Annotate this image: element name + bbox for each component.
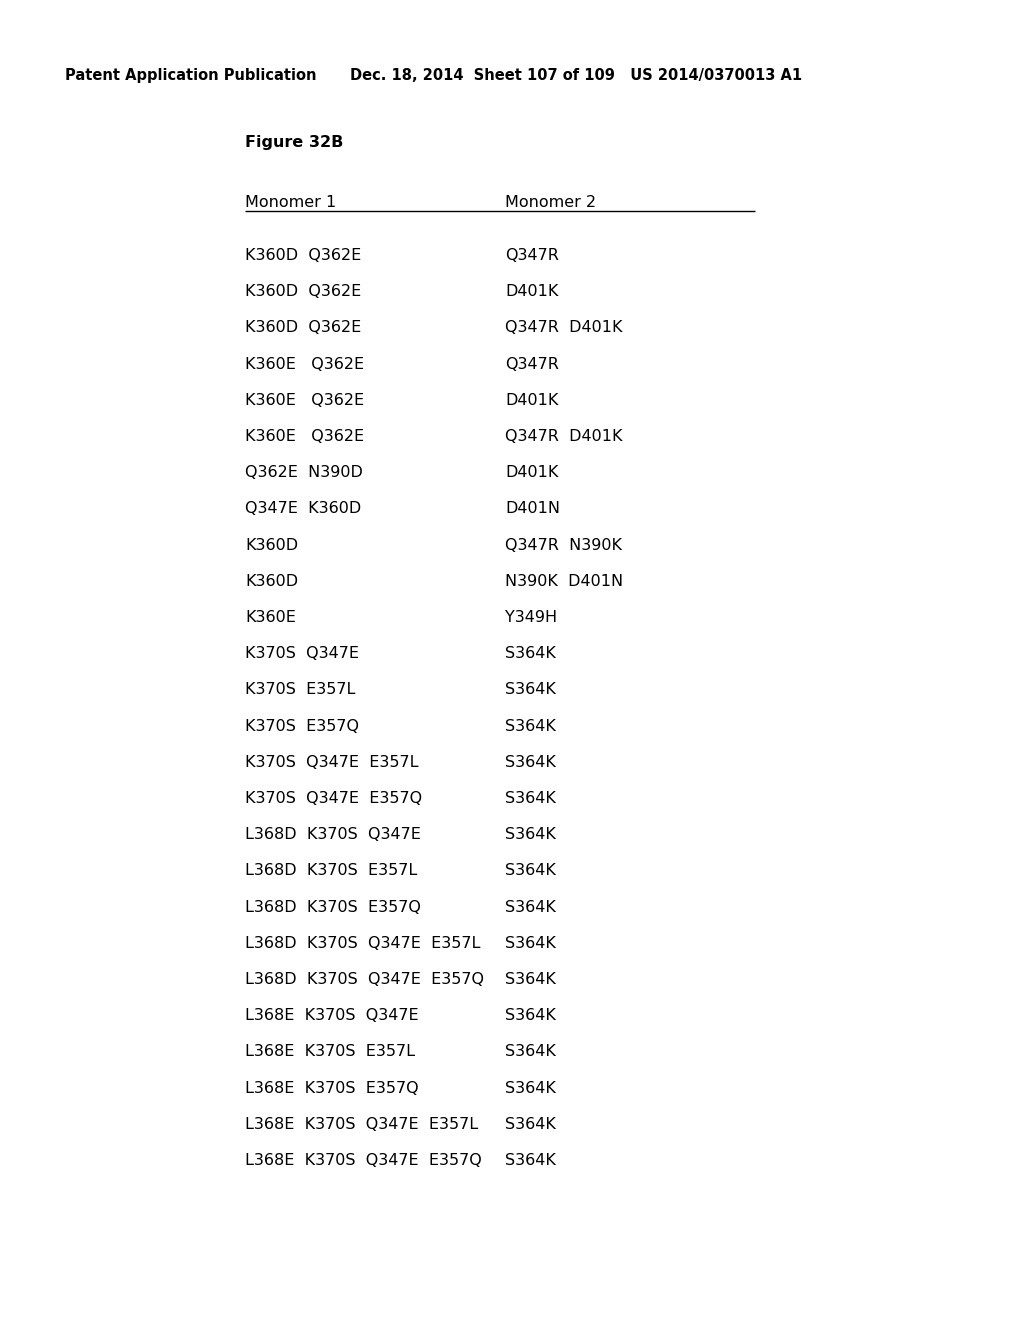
Text: K360E   Q362E: K360E Q362E — [245, 429, 365, 444]
Text: Q347R: Q347R — [505, 248, 559, 263]
Text: Q347R  D401K: Q347R D401K — [505, 429, 623, 444]
Text: L368D  K370S  Q347E  E357Q: L368D K370S Q347E E357Q — [245, 972, 484, 987]
Text: K370S  E357Q: K370S E357Q — [245, 718, 359, 734]
Text: K370S  Q347E  E357L: K370S Q347E E357L — [245, 755, 419, 770]
Text: L368E  K370S  Q347E: L368E K370S Q347E — [245, 1008, 419, 1023]
Text: S364K: S364K — [505, 936, 556, 950]
Text: S364K: S364K — [505, 1117, 556, 1131]
Text: K360D: K360D — [245, 574, 298, 589]
Text: S364K: S364K — [505, 755, 556, 770]
Text: L368D  K370S  Q347E  E357L: L368D K370S Q347E E357L — [245, 936, 480, 950]
Text: S364K: S364K — [505, 1081, 556, 1096]
Text: K360E   Q362E: K360E Q362E — [245, 356, 365, 372]
Text: S364K: S364K — [505, 863, 556, 878]
Text: K370S  Q347E  E357Q: K370S Q347E E357Q — [245, 791, 422, 807]
Text: D401K: D401K — [505, 284, 558, 300]
Text: K370S  E357L: K370S E357L — [245, 682, 355, 697]
Text: Monomer 1: Monomer 1 — [245, 195, 336, 210]
Text: N390K  D401N: N390K D401N — [505, 574, 624, 589]
Text: K370S  Q347E: K370S Q347E — [245, 647, 359, 661]
Text: Q362E  N390D: Q362E N390D — [245, 465, 362, 480]
Text: K360D  Q362E: K360D Q362E — [245, 321, 361, 335]
Text: S364K: S364K — [505, 972, 556, 987]
Text: S364K: S364K — [505, 718, 556, 734]
Text: Figure 32B: Figure 32B — [245, 135, 343, 150]
Text: K360D  Q362E: K360D Q362E — [245, 284, 361, 300]
Text: L368E  K370S  Q347E  E357L: L368E K370S Q347E E357L — [245, 1117, 478, 1131]
Text: S364K: S364K — [505, 1008, 556, 1023]
Text: L368D  K370S  E357L: L368D K370S E357L — [245, 863, 417, 878]
Text: L368D  K370S  Q347E: L368D K370S Q347E — [245, 828, 421, 842]
Text: D401N: D401N — [505, 502, 560, 516]
Text: L368E  K370S  E357L: L368E K370S E357L — [245, 1044, 415, 1060]
Text: S364K: S364K — [505, 682, 556, 697]
Text: S364K: S364K — [505, 828, 556, 842]
Text: Q347R: Q347R — [505, 356, 559, 372]
Text: Dec. 18, 2014  Sheet 107 of 109   US 2014/0370013 A1: Dec. 18, 2014 Sheet 107 of 109 US 2014/0… — [350, 69, 802, 83]
Text: S364K: S364K — [505, 791, 556, 807]
Text: L368E  K370S  Q347E  E357Q: L368E K370S Q347E E357Q — [245, 1152, 481, 1168]
Text: L368D  K370S  E357Q: L368D K370S E357Q — [245, 900, 421, 915]
Text: K360D  Q362E: K360D Q362E — [245, 248, 361, 263]
Text: D401K: D401K — [505, 465, 558, 480]
Text: S364K: S364K — [505, 1044, 556, 1060]
Text: Q347R  N390K: Q347R N390K — [505, 537, 622, 553]
Text: D401K: D401K — [505, 393, 558, 408]
Text: Monomer 2: Monomer 2 — [505, 195, 596, 210]
Text: K360E: K360E — [245, 610, 296, 624]
Text: S364K: S364K — [505, 1152, 556, 1168]
Text: L368E  K370S  E357Q: L368E K370S E357Q — [245, 1081, 419, 1096]
Text: S364K: S364K — [505, 900, 556, 915]
Text: Patent Application Publication: Patent Application Publication — [65, 69, 316, 83]
Text: K360D: K360D — [245, 537, 298, 553]
Text: Q347E  K360D: Q347E K360D — [245, 502, 361, 516]
Text: S364K: S364K — [505, 647, 556, 661]
Text: K360E   Q362E: K360E Q362E — [245, 393, 365, 408]
Text: Y349H: Y349H — [505, 610, 557, 624]
Text: Q347R  D401K: Q347R D401K — [505, 321, 623, 335]
